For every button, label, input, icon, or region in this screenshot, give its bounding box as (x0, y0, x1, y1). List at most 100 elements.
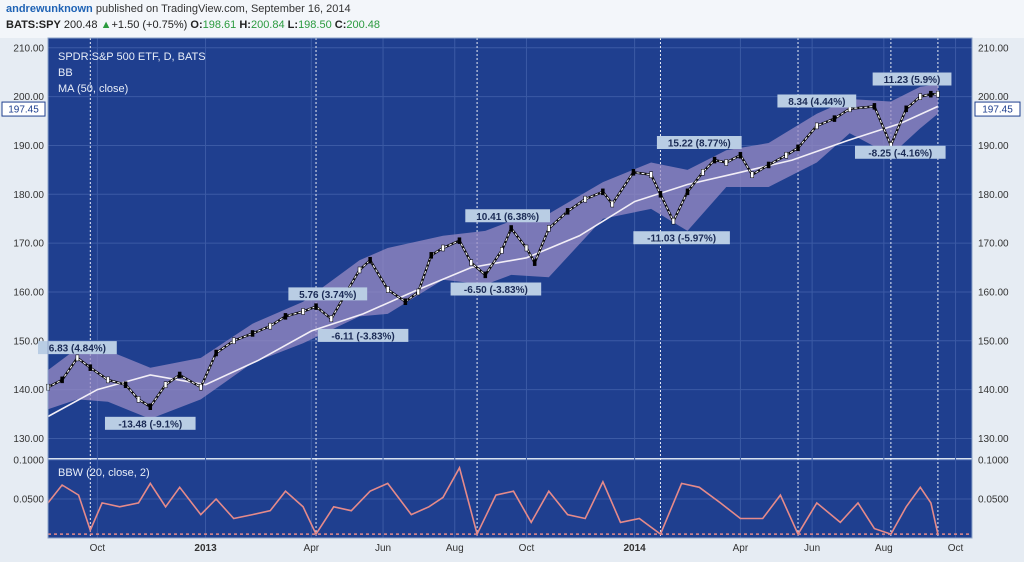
low-label: L: (287, 19, 299, 31)
y-tick-right: 170.00 (978, 239, 1009, 250)
price-candle (610, 200, 615, 208)
close-value: 200.48 (346, 19, 381, 31)
y-tick-right: 140.00 (978, 385, 1009, 396)
price-candle (547, 225, 551, 232)
bbw-y-tick-right: 0.1000 (978, 456, 1009, 467)
legend-title: SPDR S&P 500 ETF, D, BATS (58, 51, 206, 63)
chart-border (47, 37, 973, 539)
y-tick-left: 210.00 (13, 43, 44, 54)
price-candle (631, 169, 636, 176)
publish-line: andrewunknown published on TradingView.c… (6, 3, 351, 15)
price-candle (301, 308, 305, 315)
measure-label: -11.03 (-5.97%) (647, 234, 716, 245)
price-candle (784, 151, 789, 159)
price-candle (738, 151, 743, 159)
measure-label-box (37, 341, 117, 355)
price-candle (649, 171, 653, 178)
legend-bbw: BBW (20, close, 2) (58, 467, 150, 479)
y-tick-left: 130.00 (13, 434, 44, 445)
measure-label: 11.23 (5.9%) (884, 75, 941, 86)
price-candle (929, 90, 933, 98)
price-candle (904, 105, 908, 113)
x-tick-label: Aug (446, 543, 464, 554)
price-candle (148, 403, 153, 410)
measure-label: 15.22 (8.77%) (668, 139, 731, 150)
open-value: 198.61 (202, 19, 237, 31)
price-candle (671, 217, 676, 225)
measure-label-box (104, 416, 196, 430)
price-candle (177, 371, 182, 379)
price-flag-right-text: 197.45 (982, 105, 1013, 116)
price-candle (832, 115, 837, 122)
price-candle (88, 364, 93, 371)
chart-header: andrewunknown published on TradingView.c… (0, 0, 1024, 38)
y-tick-right: 150.00 (978, 336, 1009, 347)
measure-label: -8.25 (-4.16%) (868, 148, 932, 159)
low-value: 198.50 (298, 19, 332, 31)
x-tick-label: Aug (875, 543, 893, 554)
symbol[interactable]: BATS:SPY (6, 19, 61, 31)
y-tick-left: 200.00 (13, 92, 44, 103)
price-candle (766, 161, 771, 169)
y-tick-left: 180.00 (13, 190, 44, 201)
price-candle (532, 259, 537, 266)
x-tick-label: Oct (519, 543, 535, 554)
price-candle (329, 315, 334, 323)
y-tick-right: 200.00 (978, 92, 1009, 103)
x-tick-label: 2013 (194, 543, 217, 554)
price-candle (815, 122, 819, 130)
price-candle (500, 247, 504, 254)
high-label: H: (239, 19, 251, 31)
price-candle (368, 256, 372, 264)
bollinger-band (48, 84, 938, 419)
price-candle (724, 159, 729, 166)
measure-label-box (633, 231, 730, 245)
bbw-line (47, 465, 939, 537)
price-candle (601, 188, 605, 196)
price-candle (524, 244, 529, 252)
price-candle (106, 376, 110, 384)
measure-label: 6.83 (4.84%) (49, 344, 106, 355)
price-candle (712, 156, 717, 164)
measure-label-box (656, 136, 742, 149)
price-candle (75, 354, 80, 362)
change-value: +1.50 (+0.75%) (111, 19, 188, 31)
price-candle (214, 349, 218, 357)
measure-label: -13.48 (-9.1%) (118, 419, 182, 430)
x-tick-label: Oct (948, 543, 964, 554)
price-candle (136, 396, 141, 403)
price-candle (441, 244, 445, 252)
measure-label: 5.76 (3.74%) (299, 290, 356, 301)
x-tick-label: Apr (733, 543, 749, 554)
measure-label-box (288, 287, 368, 301)
measure-label-box (777, 94, 857, 108)
price-candle (199, 383, 203, 391)
price-candle (416, 288, 421, 296)
price-candle (918, 93, 923, 100)
measure-label-box (450, 282, 542, 296)
legend-bb: BB (58, 67, 73, 79)
measure-label: -6.50 (-3.83%) (464, 285, 528, 296)
price-candle (796, 144, 800, 152)
price-candle (163, 381, 168, 388)
ma-50-line (47, 105, 939, 418)
legend-ma: MA (50, close) (58, 83, 128, 95)
measure-label: 8.34 (4.44%) (788, 97, 845, 108)
y-tick-left: 140.00 (13, 385, 44, 396)
measure-label-box (317, 328, 409, 342)
price-candle (936, 90, 940, 98)
x-tick-label: Jun (375, 543, 391, 554)
price-candle (509, 225, 513, 232)
bbw-y-tick-left: 0.1000 (13, 456, 44, 467)
price-candle (60, 376, 64, 384)
price-candle (314, 303, 318, 310)
author-link[interactable]: andrewunknown (6, 3, 93, 15)
open-label: O: (190, 19, 203, 31)
bbw-y-tick-left: 0.0500 (13, 495, 44, 506)
price-candle (357, 266, 362, 274)
price-candle (565, 208, 570, 215)
y-tick-right: 190.00 (978, 141, 1009, 152)
y-tick-left: 190.00 (13, 141, 44, 152)
x-tick-label: Oct (90, 543, 106, 554)
